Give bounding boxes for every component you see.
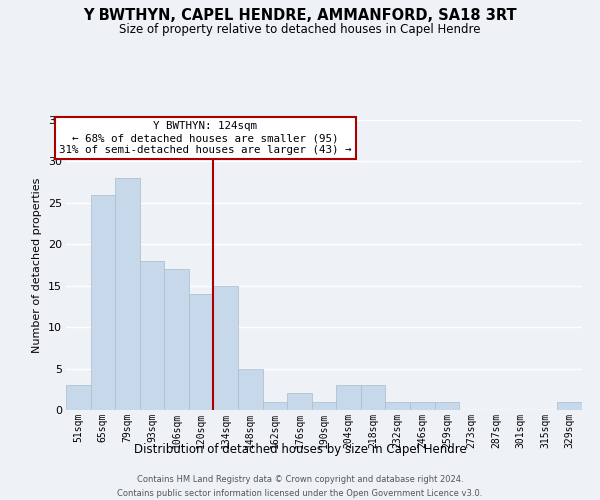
Bar (164, 269, 189, 410)
Text: Distribution of detached houses by size in Capel Hendre: Distribution of detached houses by size … (134, 442, 466, 456)
Text: Contains HM Land Registry data © Crown copyright and database right 2024.
Contai: Contains HM Land Registry data © Crown c… (118, 476, 482, 498)
Bar (263, 402, 287, 410)
Bar (66, 385, 91, 410)
Bar (238, 368, 263, 410)
Bar (214, 286, 238, 410)
Bar (361, 385, 385, 410)
Bar (336, 385, 361, 410)
Bar (557, 402, 582, 410)
Bar (312, 402, 336, 410)
Y-axis label: Number of detached properties: Number of detached properties (32, 178, 42, 352)
Text: Y BWTHYN: 124sqm
← 68% of detached houses are smaller (95)
31% of semi-detached : Y BWTHYN: 124sqm ← 68% of detached house… (59, 122, 352, 154)
Bar (140, 261, 164, 410)
Bar (385, 402, 410, 410)
Bar (287, 394, 312, 410)
Bar (115, 178, 140, 410)
Bar (189, 294, 214, 410)
Text: Size of property relative to detached houses in Capel Hendre: Size of property relative to detached ho… (119, 22, 481, 36)
Bar (91, 194, 115, 410)
Text: Y BWTHYN, CAPEL HENDRE, AMMANFORD, SA18 3RT: Y BWTHYN, CAPEL HENDRE, AMMANFORD, SA18 … (83, 8, 517, 22)
Bar (434, 402, 459, 410)
Bar (410, 402, 434, 410)
